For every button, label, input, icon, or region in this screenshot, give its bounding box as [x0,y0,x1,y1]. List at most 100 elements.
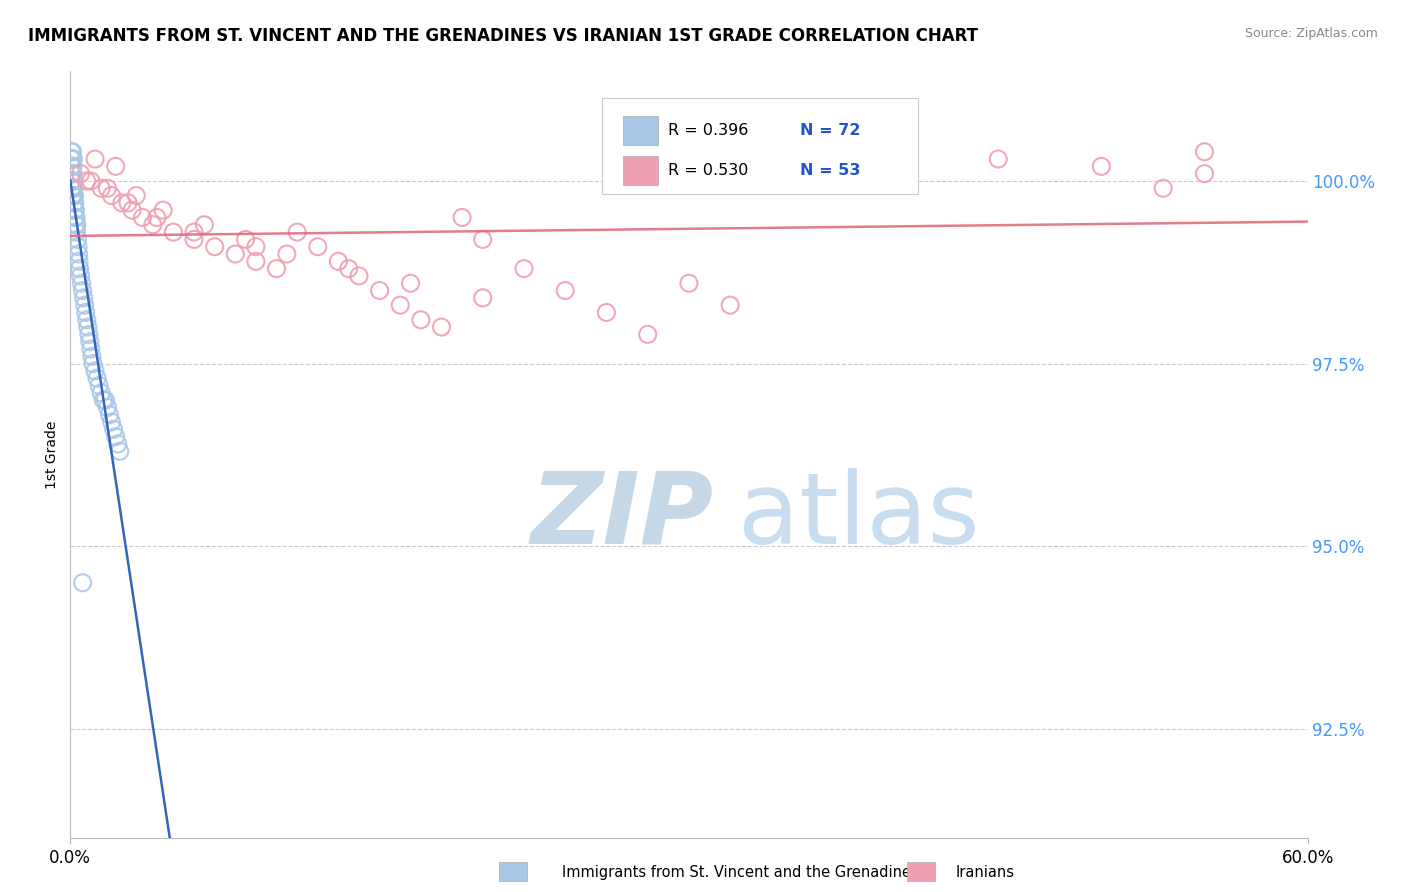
Point [884,145,907,159]
Text: ZIP: ZIP [530,467,714,565]
Point [80,174,103,188]
Point [80,342,103,356]
Point [60,159,83,173]
Point [60,188,83,202]
Point [104,159,127,173]
Point [1194,145,1216,159]
Point [62,152,84,166]
Point [451,211,474,225]
Point [471,232,494,246]
FancyBboxPatch shape [602,98,918,194]
Point [103,422,125,436]
Point [86,371,108,385]
Point [285,225,308,239]
Point [60,159,83,173]
Point [69,167,91,181]
Point [62,174,84,188]
Point [60,174,83,188]
Point [84,152,107,166]
Point [65,218,87,232]
Text: N = 53: N = 53 [800,163,860,178]
Point [62,188,84,202]
Point [125,188,148,202]
Point [131,211,153,225]
Point [62,159,84,173]
Point [347,268,370,283]
Point [60,152,83,166]
Point [69,261,91,276]
Point [62,159,84,173]
Point [60,174,83,188]
Point [84,364,107,378]
Point [60,167,83,181]
Bar [623,116,658,145]
Point [94,393,117,408]
Bar [623,156,658,186]
Y-axis label: 1st Grade: 1st Grade [45,421,59,489]
Point [69,268,91,283]
Point [60,167,83,181]
Point [224,247,246,261]
Point [204,240,226,254]
Point [63,203,86,218]
Point [90,181,112,195]
Point [62,152,84,166]
Point [67,240,90,254]
Point [987,152,1010,166]
Point [65,203,87,218]
Point [96,401,118,415]
Point [117,195,139,210]
Point [152,203,174,218]
Point [60,145,83,159]
Point [328,254,350,268]
Point [66,218,89,232]
Point [63,211,86,225]
Point [100,188,122,202]
Text: Immigrants from St. Vincent and the Grenadines: Immigrants from St. Vincent and the Gren… [562,865,920,880]
Point [121,203,143,218]
Point [60,174,83,188]
Point [142,218,165,232]
Point [513,261,536,276]
Point [63,188,86,202]
Point [67,247,90,261]
Point [430,320,453,334]
Point [107,437,129,451]
Point [235,232,257,246]
Text: atlas: atlas [738,467,980,565]
Point [76,174,98,188]
Point [91,393,114,408]
Point [337,261,360,276]
Point [1090,159,1112,173]
Point [65,225,87,239]
Point [96,181,118,195]
Point [63,195,86,210]
Point [104,430,127,444]
Point [146,211,169,225]
Point [245,254,267,268]
Point [75,305,97,319]
Point [1152,181,1174,195]
Point [60,167,83,181]
Point [595,305,617,319]
Point [554,284,576,298]
Point [77,327,100,342]
Point [471,291,494,305]
Point [276,247,298,261]
Point [111,195,134,210]
Text: Source: ZipAtlas.com: Source: ZipAtlas.com [1244,27,1378,40]
Point [801,137,824,152]
Point [60,152,83,166]
Point [67,254,90,268]
Point [62,174,84,188]
Point [76,320,98,334]
Point [73,298,96,312]
Point [66,232,89,246]
Point [399,277,422,291]
Point [637,327,659,342]
Point [1194,167,1216,181]
Point [60,159,83,173]
Point [183,225,205,239]
Point [82,357,104,371]
Point [183,232,205,246]
